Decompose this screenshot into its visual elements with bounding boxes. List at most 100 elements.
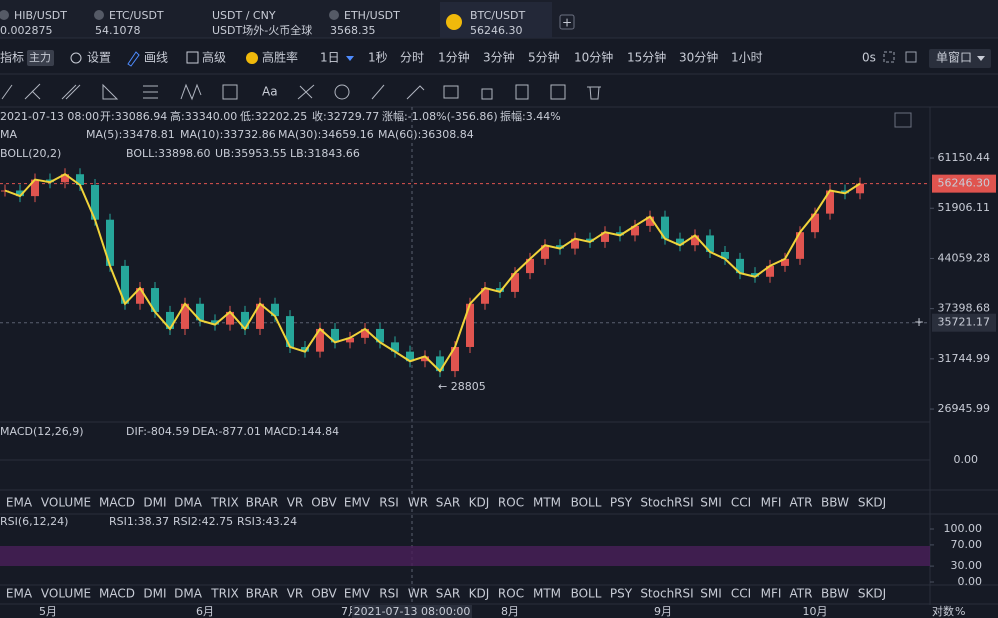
indicator-tab[interactable]: MFI [761,587,782,601]
tool-measure[interactable] [222,84,238,100]
indicator-tab[interactable]: PSY [610,587,633,601]
indicator-tab[interactable]: MACD [99,587,135,601]
interval[interactable]: 1分钟 [438,50,470,65]
settings[interactable]: 设置 [87,51,111,65]
add-tab-icon[interactable]: + [562,16,572,30]
settings-icon[interactable] [70,52,82,64]
window-select[interactable] [929,49,991,68]
indicator-tab[interactable]: RSI [379,587,399,601]
coin-icon[interactable] [94,10,104,20]
tool-lock[interactable] [481,88,493,100]
main-badge-text[interactable]: 主力 [29,51,51,64]
interval[interactable]: 3分钟 [483,50,515,65]
interval[interactable]: 15分钟 [627,50,666,65]
indicator-tab[interactable]: ROC [498,587,524,601]
tool-brush[interactable] [406,85,425,100]
tab-price[interactable]: 0.002875 [0,24,53,37]
interval[interactable]: 5分钟 [528,50,560,65]
indicator-tab[interactable]: BOLL [571,587,602,601]
indicator-tab[interactable]: SAR [436,496,460,510]
tool-eraser[interactable] [297,84,315,100]
main-badge[interactable] [27,50,54,66]
indicator-tab[interactable]: SKDJ [858,496,886,510]
tool-wave[interactable] [180,83,202,101]
indicator-tab[interactable]: BBW [821,496,849,510]
indicator-tab[interactable]: SMI [700,587,722,601]
draw[interactable]: 画线 [144,51,168,65]
tab-price[interactable]: USDT场外-火币全球 [212,23,312,37]
indicator-tab[interactable]: KDJ [469,587,490,601]
indicator-tab[interactable]: TRIX [210,496,238,510]
tab-price[interactable]: 54.1078 [95,24,141,37]
draw-icon[interactable] [127,51,140,67]
tab-name[interactable]: ETH/USDT [344,9,400,22]
tool-pen[interactable] [371,84,385,100]
indicator-tab[interactable]: CCI [731,587,751,601]
win-rate[interactable]: 高胜率 [262,50,298,65]
indicator-tab[interactable]: KDJ [469,496,490,510]
tool-line[interactable] [1,84,13,100]
indicator-tab[interactable]: EMA [6,496,33,510]
coin-icon[interactable] [329,10,339,20]
percent-toggle[interactable]: % [955,605,965,618]
indicator-tab[interactable]: WR [408,496,428,510]
tool-text[interactable]: Aa [262,85,278,99]
indicator-tab[interactable]: WR [408,587,428,601]
tool-channel[interactable] [61,84,81,100]
indicator-tab[interactable]: BRAR [246,496,279,510]
window-select-text[interactable]: 单窗口 [936,51,972,65]
tab-price[interactable]: 56246.30 [470,24,523,37]
interval[interactable]: 1秒 [368,51,388,65]
indicator-tab[interactable]: DMA [174,587,203,601]
indicator-tab[interactable]: RSI [379,496,399,510]
indicator-tab[interactable]: StochRSI [640,587,693,601]
indicator-tab[interactable]: EMA [6,587,33,601]
period[interactable]: 1日 [320,51,340,65]
tab-name[interactable]: ETC/USDT [109,9,164,22]
tab-price[interactable]: 3568.35 [330,24,376,37]
tool-hide[interactable] [443,85,459,99]
indicator-tab[interactable]: VOLUME [41,587,91,601]
indicator-menu[interactable]: 指标 [0,50,24,65]
indicator-tab[interactable]: DMI [143,587,166,601]
indicator-tab[interactable]: BBW [821,587,849,601]
indicator-tab[interactable]: VOLUME [41,496,91,510]
tool-visible[interactable] [515,84,529,100]
indicator-tab[interactable]: SKDJ [858,587,886,601]
tab-name[interactable]: BTC/USDT [470,9,526,22]
indicator-tab[interactable]: SAR [436,587,460,601]
interval[interactable]: 30分钟 [679,50,718,65]
indicator-tab[interactable]: DMA [174,496,203,510]
advanced-icon[interactable] [186,51,199,64]
indicator-tab[interactable]: MTM [533,587,561,601]
screenshot-icon[interactable] [905,51,917,63]
indicator-tab[interactable]: BRAR [246,587,279,601]
tool-triangle[interactable] [102,83,119,100]
indicator-tab[interactable]: EMV [344,587,371,601]
expand-icon[interactable] [894,112,912,128]
indicator-tab[interactable]: VR [287,587,304,601]
indicator-tab[interactable]: PSY [610,496,633,510]
indicator-tab[interactable]: CCI [731,496,751,510]
tool-fib[interactable] [143,85,158,99]
tab-name[interactable]: HIB/USDT [14,9,67,22]
indicator-tab[interactable]: ATR [790,496,813,510]
indicator-tab[interactable]: MFI [761,496,782,510]
tool-magnet[interactable] [334,84,350,100]
indicator-tab[interactable]: OBV [311,587,337,601]
log-toggle[interactable]: 对数 [932,604,954,618]
indicator-tab[interactable]: EMV [344,496,371,510]
indicator-tab[interactable]: ATR [790,587,813,601]
fullscreen-icon[interactable] [883,51,895,63]
indicator-tab[interactable]: DMI [143,496,166,510]
indicator-tab[interactable]: ROC [498,496,524,510]
indicator-tab[interactable]: StochRSI [640,496,693,510]
tool-delete[interactable] [587,86,601,100]
coin-icon[interactable] [0,10,9,20]
indicator-tab[interactable]: SMI [700,496,722,510]
period-caret[interactable] [346,56,354,61]
win-rate-icon[interactable] [246,52,258,64]
indicator-tab[interactable]: MTM [533,496,561,510]
window-caret[interactable] [977,56,985,61]
tool-ray[interactable] [24,83,41,100]
